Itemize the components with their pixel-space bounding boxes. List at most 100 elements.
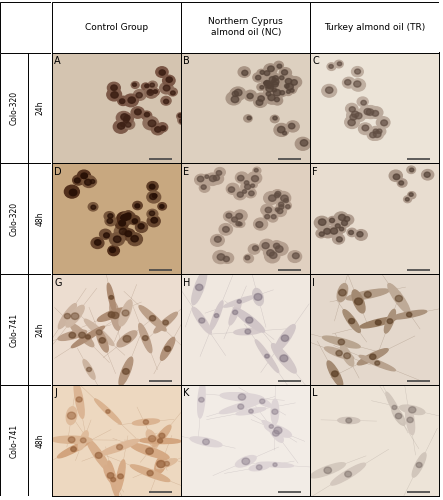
Circle shape (408, 192, 416, 199)
Ellipse shape (310, 462, 345, 478)
Circle shape (159, 433, 165, 438)
Circle shape (99, 338, 105, 343)
Ellipse shape (253, 288, 264, 306)
Circle shape (136, 222, 148, 232)
Circle shape (377, 116, 390, 128)
Text: 48h: 48h (35, 212, 44, 226)
Ellipse shape (58, 330, 86, 340)
Circle shape (205, 173, 220, 186)
Circle shape (269, 252, 277, 258)
Circle shape (120, 214, 128, 221)
Circle shape (230, 87, 246, 101)
Circle shape (131, 107, 144, 118)
Circle shape (244, 115, 252, 122)
Circle shape (263, 90, 272, 99)
Ellipse shape (107, 284, 115, 312)
Circle shape (85, 179, 92, 185)
Ellipse shape (220, 400, 262, 413)
Circle shape (147, 182, 158, 191)
Circle shape (282, 75, 295, 86)
Circle shape (148, 81, 157, 89)
Circle shape (347, 112, 361, 124)
Circle shape (272, 409, 278, 414)
Circle shape (370, 126, 381, 136)
Text: Control Group: Control Group (85, 22, 148, 32)
Circle shape (375, 320, 381, 325)
Circle shape (245, 188, 256, 198)
Circle shape (257, 70, 266, 77)
Circle shape (122, 229, 135, 240)
Ellipse shape (255, 340, 279, 372)
Circle shape (150, 194, 156, 200)
Ellipse shape (87, 438, 111, 472)
Circle shape (254, 168, 258, 172)
Circle shape (271, 190, 283, 200)
Circle shape (148, 120, 156, 126)
Circle shape (336, 237, 342, 242)
Circle shape (100, 230, 111, 239)
Circle shape (147, 470, 153, 476)
Circle shape (85, 335, 90, 339)
Text: H: H (183, 278, 190, 287)
Ellipse shape (84, 319, 114, 345)
Circle shape (251, 184, 255, 188)
Circle shape (276, 200, 288, 210)
Circle shape (264, 192, 279, 204)
Circle shape (209, 176, 217, 182)
Circle shape (264, 82, 272, 88)
Circle shape (265, 208, 272, 213)
Ellipse shape (154, 312, 177, 333)
Ellipse shape (340, 346, 354, 366)
Circle shape (238, 394, 245, 400)
Ellipse shape (359, 356, 395, 371)
Circle shape (109, 296, 113, 299)
Ellipse shape (249, 464, 269, 470)
Circle shape (270, 74, 282, 84)
Circle shape (149, 184, 155, 189)
Circle shape (369, 354, 376, 360)
Circle shape (336, 350, 342, 356)
Circle shape (228, 214, 240, 224)
Circle shape (355, 69, 361, 74)
Circle shape (269, 76, 276, 82)
Circle shape (152, 124, 164, 135)
Circle shape (214, 236, 221, 242)
Circle shape (357, 232, 363, 237)
Circle shape (405, 198, 409, 201)
Circle shape (268, 214, 278, 222)
Circle shape (121, 114, 133, 124)
Circle shape (224, 212, 235, 221)
Circle shape (342, 220, 347, 226)
Circle shape (327, 63, 336, 70)
Circle shape (158, 438, 163, 443)
Circle shape (168, 88, 177, 96)
Circle shape (273, 116, 277, 120)
Circle shape (277, 203, 288, 211)
Circle shape (120, 99, 125, 103)
Circle shape (124, 211, 133, 218)
Ellipse shape (110, 300, 120, 330)
Circle shape (133, 202, 142, 209)
Circle shape (177, 112, 185, 120)
Ellipse shape (229, 300, 241, 325)
Circle shape (280, 76, 284, 80)
Circle shape (242, 190, 247, 194)
Circle shape (264, 212, 273, 220)
Circle shape (264, 82, 268, 85)
Circle shape (226, 213, 232, 218)
Circle shape (337, 62, 342, 66)
Circle shape (342, 78, 355, 88)
Circle shape (242, 458, 250, 464)
Circle shape (389, 170, 402, 181)
Circle shape (319, 232, 324, 236)
Circle shape (377, 129, 382, 134)
Text: J: J (54, 388, 57, 398)
Text: F: F (312, 166, 318, 176)
Ellipse shape (264, 424, 291, 437)
Circle shape (114, 225, 129, 238)
Circle shape (135, 109, 141, 115)
Text: E: E (183, 166, 190, 176)
Circle shape (81, 438, 86, 443)
Circle shape (345, 80, 351, 85)
Circle shape (292, 253, 299, 258)
